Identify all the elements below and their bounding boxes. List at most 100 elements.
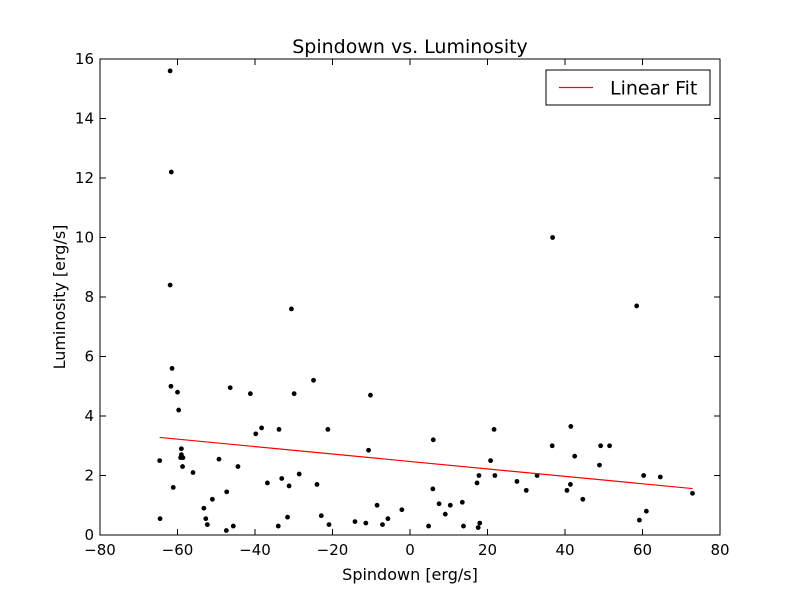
- data-point-13: [157, 516, 163, 522]
- x-axis-label: Spindown [erg/s]: [342, 565, 478, 584]
- data-point-51: [426, 523, 431, 529]
- data-point-56: [447, 502, 453, 508]
- data-point-27: [253, 431, 259, 437]
- data-point-64: [491, 426, 497, 432]
- data-point-15: [190, 470, 196, 475]
- linear-fit-line: [159, 436, 693, 490]
- data-point-60: [476, 473, 482, 478]
- data-point-71: [564, 487, 570, 493]
- data-point-52: [430, 486, 436, 492]
- axes-layer: −80 −60 −40 −20 0 20 40 60 80 0 2 4 6 8 10 12 14 16: [75, 50, 730, 559]
- x-tick-label-4: 0: [405, 541, 415, 559]
- data-point-20: [216, 456, 222, 462]
- data-point-30: [276, 426, 282, 432]
- data-point-70: [549, 443, 555, 449]
- data-point-17: [203, 516, 209, 522]
- data-point-29: [265, 480, 270, 486]
- data-point-6: [176, 407, 182, 413]
- data-point-62: [477, 520, 483, 526]
- data-point-49: [385, 516, 391, 522]
- data-point-23: [223, 528, 229, 533]
- data-point-75: [580, 496, 586, 502]
- data-point-28: [259, 425, 264, 431]
- data-point-36: [291, 391, 297, 397]
- data-point-19: [209, 496, 215, 502]
- data-point-50: [399, 507, 405, 513]
- data-point-59: [474, 480, 480, 486]
- data-point-21: [224, 489, 230, 495]
- plot-frame: [99, 58, 721, 536]
- y-tick-label-0: 0: [84, 526, 94, 544]
- data-point-3: [169, 366, 175, 371]
- marks-layer: [157, 68, 695, 533]
- data-point-2: [167, 282, 173, 288]
- data-point-47: [374, 502, 380, 508]
- data-point-81: [641, 473, 647, 478]
- data-point-26: [247, 391, 253, 397]
- x-tick-label-1: −60: [162, 541, 194, 559]
- data-point-80: [637, 517, 642, 523]
- data-point-45: [366, 447, 371, 453]
- data-point-69: [550, 235, 555, 240]
- data-point-65: [492, 473, 498, 478]
- x-tick-label-7: 60: [633, 541, 652, 559]
- data-point-78: [607, 443, 612, 449]
- y-tick-label-3: 6: [84, 348, 94, 366]
- data-point-46: [368, 392, 373, 398]
- data-point-42: [326, 522, 332, 527]
- x-tick-label-2: −40: [239, 541, 271, 559]
- y-tick-label-2: 4: [84, 407, 94, 425]
- data-point-32: [279, 476, 285, 481]
- data-point-31: [275, 523, 281, 529]
- data-point-67: [523, 487, 529, 493]
- data-point-34: [286, 483, 292, 489]
- data-point-10: [178, 455, 184, 461]
- data-point-18: [204, 522, 210, 527]
- data-point-24: [230, 523, 236, 529]
- data-point-79: [634, 303, 640, 309]
- x-tick-label-6: 40: [555, 541, 574, 559]
- y-axis-label: Luminosity [erg/s]: [50, 225, 69, 370]
- data-point-12: [157, 458, 163, 464]
- y-tick-label-7: 14: [75, 110, 94, 128]
- data-point-40: [318, 513, 324, 519]
- x-tick-label-0: −80: [84, 541, 116, 559]
- y-tick-label-6: 12: [75, 169, 94, 187]
- x-tick-label-8: 80: [710, 541, 729, 559]
- data-point-0: [167, 68, 173, 74]
- data-point-41: [325, 426, 331, 432]
- data-point-66: [514, 479, 520, 484]
- data-point-43: [352, 519, 358, 525]
- data-point-58: [461, 523, 466, 529]
- data-point-53: [430, 437, 436, 443]
- y-tick-label-8: 16: [75, 50, 94, 68]
- data-point-55: [442, 511, 448, 517]
- data-point-82: [643, 508, 649, 514]
- chart-title: Spindown vs. Luminosity: [292, 36, 528, 58]
- data-point-39: [314, 482, 320, 487]
- data-point-14: [170, 485, 176, 490]
- data-point-74: [572, 453, 578, 459]
- data-point-37: [296, 471, 302, 477]
- data-point-54: [436, 501, 442, 507]
- y-tick-label-4: 8: [84, 288, 94, 306]
- data-point-25: [235, 464, 241, 469]
- data-point-5: [175, 389, 180, 395]
- data-point-84: [690, 490, 695, 496]
- data-point-48: [380, 522, 385, 527]
- data-point-4: [168, 383, 174, 389]
- x-tick-label-3: −20: [317, 541, 349, 559]
- data-point-33: [285, 514, 290, 520]
- data-point-38: [311, 377, 316, 383]
- data-point-72: [568, 482, 573, 487]
- data-point-7: [178, 446, 184, 452]
- x-tick-label-5: 20: [478, 541, 497, 559]
- data-point-35: [289, 306, 294, 312]
- y-tick-label-1: 2: [84, 467, 94, 485]
- data-point-57: [459, 499, 465, 505]
- data-point-76: [597, 462, 602, 468]
- data-point-1: [168, 169, 174, 175]
- y-tick-label-5: 10: [75, 229, 94, 247]
